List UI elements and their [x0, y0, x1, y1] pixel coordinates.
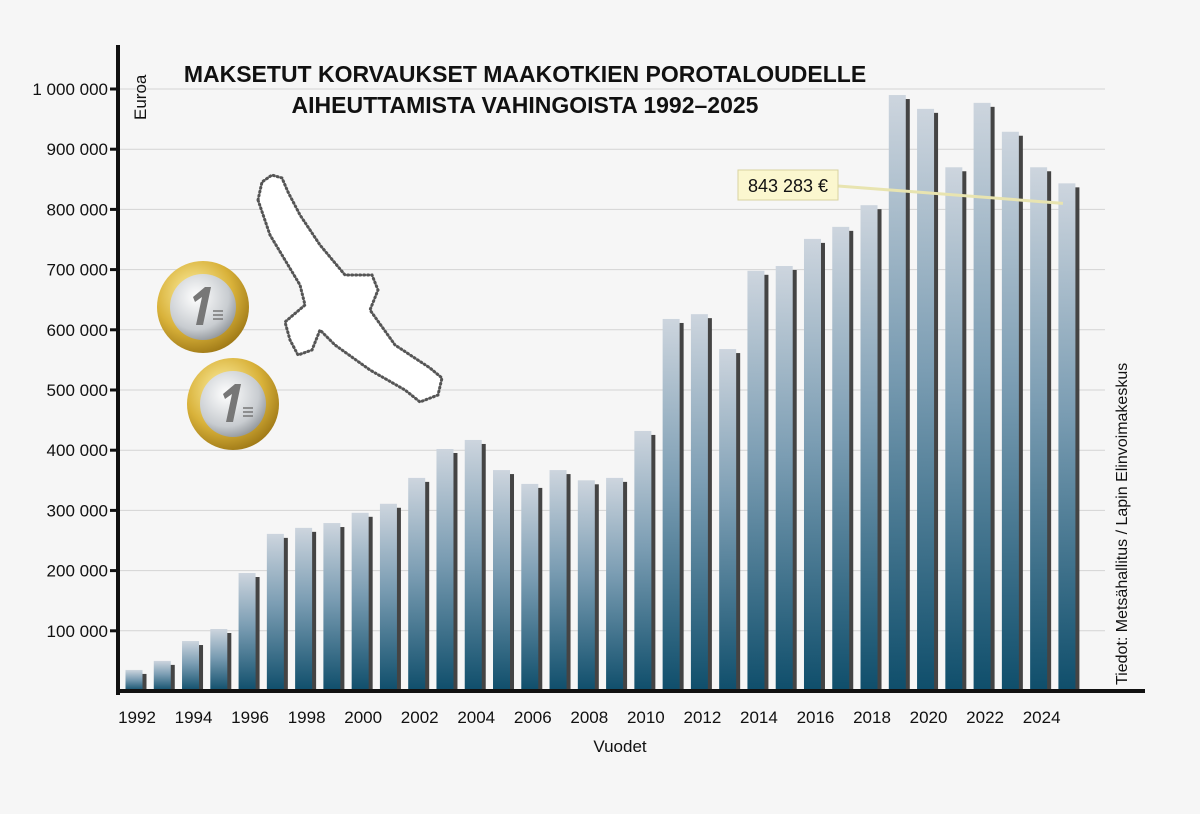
bar-2002 [408, 477, 426, 691]
bar-1995 [210, 628, 228, 691]
x-tick-label: 2000 [344, 708, 382, 727]
y-tick-label: 400 000 [47, 441, 108, 460]
bar-2024 [1030, 167, 1048, 691]
bar-2013 [719, 349, 737, 691]
x-tick-label: 1996 [231, 708, 269, 727]
y-tick-label: 300 000 [47, 501, 108, 520]
x-tick-label: 1998 [288, 708, 326, 727]
annotation-label: 843 283 € [748, 176, 828, 196]
x-tick-label: 2012 [683, 708, 721, 727]
bar-1992 [125, 669, 143, 691]
bar-2001 [379, 503, 397, 691]
bar-2005 [493, 470, 511, 691]
y-axis-label: Euroa [131, 74, 150, 120]
title-line-1: MAKSETUT KORVAUKSET MAAKOTKIEN POROTALOU… [184, 61, 866, 87]
x-tick-label: 1994 [175, 708, 213, 727]
y-tick-label: 200 000 [47, 562, 108, 581]
x-axis-label: Vuodet [593, 737, 647, 756]
bar-1998 [295, 527, 313, 691]
euro-coin-icon [156, 260, 250, 354]
x-tick-label: 2008 [570, 708, 608, 727]
bar-2011 [662, 318, 680, 691]
y-tick-label: 900 000 [47, 140, 108, 159]
bar-2008 [577, 480, 595, 691]
x-tick-label: 2014 [740, 708, 778, 727]
x-tick-label: 2010 [627, 708, 665, 727]
bar-1996 [238, 573, 256, 691]
bar-2016 [803, 238, 821, 691]
x-tick-label: 2016 [797, 708, 835, 727]
x-tick-label: 2022 [966, 708, 1004, 727]
bar-2017 [832, 226, 850, 691]
x-tick-label: 2020 [910, 708, 948, 727]
bar-2000 [351, 512, 369, 691]
bar-2018 [860, 205, 878, 691]
bar-2021 [945, 167, 963, 691]
bar-2020 [917, 108, 935, 692]
bar-2012 [690, 314, 708, 691]
bar-2009 [606, 477, 624, 691]
bar-2004 [464, 439, 482, 691]
bar-2010 [634, 430, 652, 691]
x-tick-label: 2004 [457, 708, 495, 727]
bar-2006 [521, 483, 539, 691]
bar-2022 [973, 102, 991, 691]
bar-1999 [323, 523, 341, 691]
y-tick-label: 700 000 [47, 261, 108, 280]
title: MAKSETUT KORVAUKSET MAAKOTKIEN POROTALOU… [184, 61, 866, 118]
bar-2003 [436, 448, 454, 691]
source-note: Tiedot: Metsähallitus / Lapin Elinvoimak… [1114, 363, 1131, 685]
bar-2019 [888, 95, 906, 691]
bar-2007 [549, 470, 567, 691]
bar-1994 [182, 641, 200, 691]
bar-1997 [266, 533, 284, 691]
bar-2023 [1001, 131, 1019, 691]
bar-2025 [1058, 183, 1076, 691]
eagle-icon [256, 173, 444, 404]
x-tick-label: 2006 [514, 708, 552, 727]
y-tick-label: 500 000 [47, 381, 108, 400]
x-tick-label: 2024 [1023, 708, 1061, 727]
title-line-2: AIHEUTTAMISTA VAHINGOISTA 1992–2025 [292, 92, 759, 118]
bar-1993 [153, 660, 171, 691]
euro-coin-icon [186, 357, 280, 451]
x-tick-label: 2018 [853, 708, 891, 727]
bar-2014 [747, 270, 765, 691]
x-tick-label: 2002 [401, 708, 439, 727]
y-tick-label: 800 000 [47, 200, 108, 219]
bar-2015 [775, 265, 793, 691]
value-annotation: 843 283 € [737, 169, 1064, 205]
y-tick-label: 600 000 [47, 321, 108, 340]
x-tick-label: 1992 [118, 708, 156, 727]
y-tick-label: 100 000 [47, 622, 108, 641]
y-tick-label: 1 000 000 [32, 80, 108, 99]
